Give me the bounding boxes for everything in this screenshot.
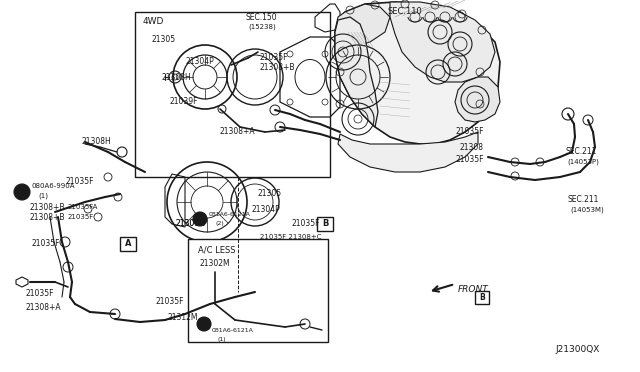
Circle shape: [193, 212, 207, 226]
Text: 21039F: 21039F: [170, 97, 198, 106]
Bar: [188, 239, 328, 342]
Polygon shape: [338, 132, 478, 172]
Text: 21308: 21308: [460, 142, 484, 151]
Text: 21308H: 21308H: [162, 73, 192, 81]
Text: B: B: [322, 219, 328, 228]
Text: A: A: [125, 240, 131, 248]
Text: 081A6-6121A: 081A6-6121A: [212, 327, 254, 333]
Text: 21035FA: 21035FA: [68, 204, 99, 210]
Text: 21308+A: 21308+A: [220, 128, 255, 137]
Text: 21304P: 21304P: [252, 205, 281, 214]
Bar: [475, 291, 489, 304]
Text: 21035F: 21035F: [68, 214, 94, 220]
Bar: [120, 237, 136, 251]
Circle shape: [14, 184, 30, 200]
Text: 21035F: 21035F: [25, 289, 54, 298]
Polygon shape: [455, 77, 500, 122]
Text: 21306G: 21306G: [175, 219, 205, 228]
Bar: [135, 12, 330, 177]
Text: 21035F: 21035F: [32, 240, 61, 248]
Text: (1): (1): [38, 193, 48, 199]
Polygon shape: [335, 4, 390, 47]
Text: 21035F: 21035F: [455, 155, 483, 164]
Text: SEC.211: SEC.211: [565, 148, 596, 157]
Text: (14053P): (14053P): [567, 159, 599, 165]
Text: (2): (2): [215, 221, 224, 227]
Text: 21035F: 21035F: [259, 52, 287, 61]
Text: 21308+B: 21308+B: [30, 212, 65, 221]
Text: 21308+A: 21308+A: [25, 302, 61, 311]
Text: 21035F 21308+C: 21035F 21308+C: [260, 234, 321, 240]
Text: 21305: 21305: [152, 35, 176, 44]
Text: 21308+B: 21308+B: [259, 62, 294, 71]
Text: (1): (1): [218, 337, 227, 341]
Text: SEC.110: SEC.110: [388, 7, 423, 16]
Text: 21305: 21305: [258, 189, 282, 199]
Text: J21300QX: J21300QX: [555, 346, 600, 355]
Text: 4WD: 4WD: [143, 17, 164, 26]
Text: 8: 8: [197, 217, 200, 221]
Polygon shape: [335, 17, 378, 127]
Text: R: R: [19, 189, 23, 195]
Text: SEC.150: SEC.150: [246, 13, 278, 22]
Text: B: B: [479, 294, 485, 302]
Text: 081A6-6121A: 081A6-6121A: [209, 212, 251, 217]
Polygon shape: [335, 2, 500, 144]
Text: FRONT: FRONT: [458, 285, 489, 294]
Text: 21308+B: 21308+B: [30, 202, 65, 212]
Text: 21035F: 21035F: [65, 177, 93, 186]
Polygon shape: [390, 2, 495, 82]
Text: 21304P: 21304P: [185, 58, 214, 67]
Text: 21035F: 21035F: [155, 298, 184, 307]
Text: (15238): (15238): [248, 24, 276, 30]
Text: 21306G: 21306G: [175, 219, 205, 228]
Text: B: B: [201, 321, 205, 327]
Text: (14053M): (14053M): [570, 207, 604, 213]
Text: 21035F: 21035F: [292, 219, 321, 228]
Circle shape: [197, 317, 211, 331]
Text: 080A6-990A: 080A6-990A: [32, 183, 76, 189]
Text: 21312M: 21312M: [168, 312, 198, 321]
Text: A/C LESS: A/C LESS: [198, 246, 236, 254]
Text: 21035F: 21035F: [455, 128, 483, 137]
Text: 21308H: 21308H: [82, 138, 112, 147]
Bar: [317, 217, 333, 231]
Text: 21302M: 21302M: [200, 260, 230, 269]
Text: SEC.211: SEC.211: [568, 196, 600, 205]
